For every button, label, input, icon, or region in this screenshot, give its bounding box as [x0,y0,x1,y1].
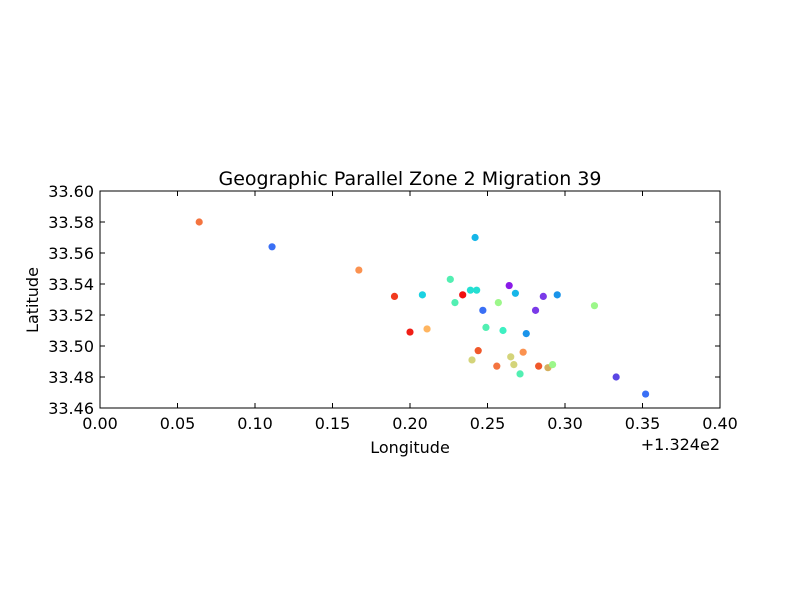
x-tick-label: 0.30 [547,414,583,433]
data-point [390,292,399,300]
y-tick-label: 33.60 [48,182,94,201]
x-tick-label: 0.35 [625,414,661,433]
data-point [499,326,507,335]
y-tick-label: 33.46 [48,399,94,418]
x-tick-label: 0.10 [237,414,273,433]
y-tick-label: 33.52 [48,306,94,325]
data-point [482,323,490,331]
x-tick-label: 0.40 [702,414,738,433]
data-point [590,302,599,310]
data-point [539,292,547,300]
y-tick-label: 33.56 [48,244,94,263]
data-point [493,362,501,370]
chart-title: Geographic Parallel Zone 2 Migration 39 [218,168,601,190]
y-axis-label: Latitude [23,267,42,333]
data-point [474,347,482,355]
data-point [471,233,479,242]
data-point [473,286,481,294]
y-tick-label: 33.58 [48,213,94,232]
y-tick-label: 33.48 [48,368,94,387]
x-tick-label: 0.25 [470,414,506,433]
data-point [406,328,414,336]
data-point [505,281,513,290]
data-points [195,218,650,398]
x-axis-label: Longitude [370,438,450,457]
data-point [519,348,527,356]
data-point [510,361,518,369]
data-point [511,289,519,297]
data-point [553,291,561,299]
x-tick-label: 0.00 [82,414,118,433]
data-point [451,299,459,307]
data-point [355,266,363,274]
data-point [268,243,276,251]
data-point [446,275,454,283]
data-point [468,356,476,364]
y-tick-label: 33.50 [48,337,94,356]
x-tick-label: 0.20 [392,414,428,433]
data-point [466,286,475,294]
x-axis-ticks: 0.00 0.05 0.10 0.15 0.20 0.25 0.30 0.35 0.40 [82,191,738,433]
data-point [418,291,426,299]
x-axis-offset-label: +1.324e2 [641,435,720,454]
y-axis-ticks: 33.46 33.48 33.50 33.52 33.54 33.56 33.58 33.60 [48,182,720,418]
data-point [549,361,557,369]
data-point [531,306,540,314]
data-point [535,362,543,370]
data-point [516,370,524,378]
x-tick-label: 0.05 [160,414,196,433]
data-point [507,353,515,361]
data-point [423,325,431,333]
y-tick-label: 33.54 [48,275,94,294]
data-point [494,299,502,307]
x-tick-label: 0.15 [315,414,351,433]
data-point [479,306,487,314]
data-point [522,330,530,338]
data-point [459,291,467,299]
data-point [612,373,620,381]
data-point [642,390,650,398]
data-point [195,218,203,226]
